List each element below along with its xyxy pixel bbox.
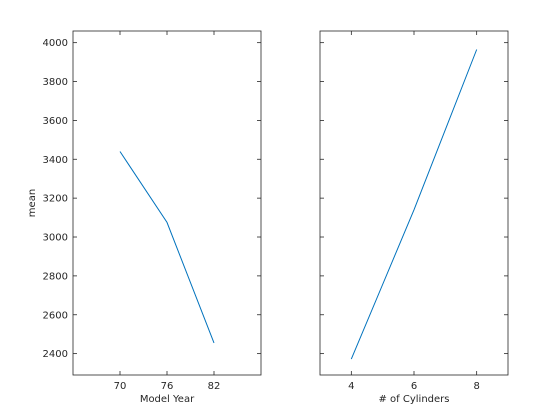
y-tick-label: 2800 <box>43 271 68 282</box>
y-tick-label: 3800 <box>43 77 68 88</box>
x-axis-label: Model Year <box>140 394 195 405</box>
y-tick-label: 3000 <box>43 233 68 244</box>
y-tick-label: 2400 <box>43 349 68 360</box>
y-tick-label: 3400 <box>43 155 68 166</box>
y-tick-label: 3200 <box>43 194 68 205</box>
series-line <box>350 49 478 360</box>
y-tick-label: 3600 <box>43 116 68 127</box>
y-axis-label: mean <box>27 189 38 217</box>
series-line <box>119 151 215 344</box>
x-tick-label: 82 <box>208 381 221 392</box>
x-tick-label: 8 <box>473 381 479 392</box>
x-tick-label: 4 <box>348 381 354 392</box>
model-year-panel: 70 76 82 2400 2600 2800 3000 3200 3400 3600 3800 40… <box>27 30 262 405</box>
axes-box <box>72 30 262 376</box>
axes-box <box>319 30 509 376</box>
x-axis-label: # of Cylinders <box>379 394 450 405</box>
y-tick-label: 2600 <box>43 310 68 321</box>
y-tick-label: 4000 <box>43 38 68 49</box>
x-tick-label: 6 <box>411 381 417 392</box>
x-tick-label: 70 <box>114 381 127 392</box>
cylinders-panel: 4 6 8 # of Cylinders <box>319 30 509 405</box>
x-tick-label: 76 <box>161 381 174 392</box>
